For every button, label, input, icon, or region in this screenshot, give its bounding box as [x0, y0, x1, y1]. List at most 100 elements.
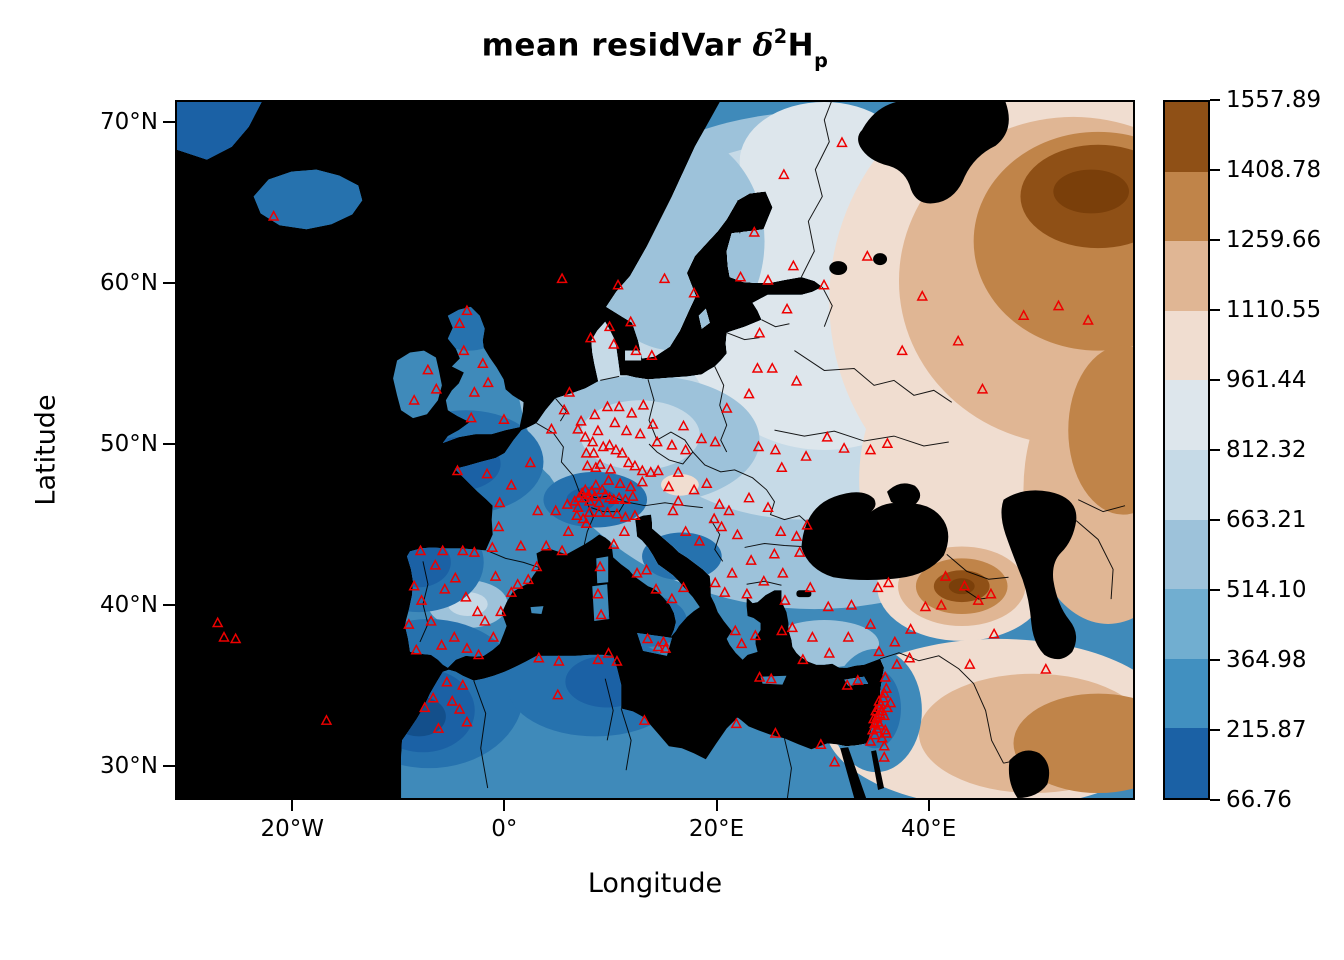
colorbar-bin [1165, 241, 1208, 311]
site-marker [822, 600, 834, 612]
x-axis-label: Longitude [587, 868, 723, 899]
site-marker [603, 438, 616, 450]
lake-onega [873, 253, 888, 266]
site-marker [457, 679, 469, 690]
site-marker [821, 430, 833, 442]
site-marker [693, 534, 706, 546]
colorbar-bin [1165, 310, 1208, 381]
site-marker [608, 338, 620, 349]
site-marker [592, 424, 604, 436]
site-marker [988, 627, 1000, 639]
site-marker [601, 506, 614, 517]
site-marker [672, 466, 684, 477]
site-marker [549, 504, 562, 516]
site-marker [729, 624, 742, 636]
site-marker [592, 587, 604, 599]
site-marker [657, 635, 670, 647]
site-marker [651, 435, 663, 447]
site-marker [618, 525, 631, 537]
x-tick-label: 20°E [688, 816, 745, 842]
site-marker [498, 413, 510, 424]
site-marker [624, 480, 637, 492]
site-marker [597, 440, 609, 452]
colorbar-bin [1165, 449, 1208, 520]
site-marker [734, 270, 747, 282]
colorbar-bin [1165, 589, 1208, 659]
site-marker [688, 483, 700, 495]
site-marker [218, 631, 230, 642]
site-marker [524, 456, 537, 468]
site-marker [881, 437, 894, 449]
site-marker [620, 424, 633, 436]
site-marker [619, 493, 632, 505]
site-marker [595, 608, 607, 620]
site-marker [479, 615, 491, 626]
site-marker [679, 525, 692, 537]
site-marker [630, 344, 642, 356]
site-marker [458, 344, 470, 356]
site-marker [602, 647, 615, 658]
map-svg [177, 102, 1133, 798]
site-marker [579, 430, 592, 442]
site-marker [650, 582, 662, 594]
black-sea [801, 492, 949, 581]
site-marker [864, 735, 877, 746]
site-marker [715, 520, 728, 532]
site-marker [845, 599, 858, 610]
site-marker [652, 464, 664, 476]
x-tick-mark [715, 800, 718, 811]
x-tick-label: 0° [491, 816, 518, 842]
site-marker [871, 711, 883, 722]
site-marker [743, 387, 755, 399]
site-marker [477, 357, 489, 368]
site-marker [611, 655, 623, 666]
site-marker [880, 727, 893, 738]
site-marker [553, 655, 565, 666]
title-subscript: p [814, 49, 829, 73]
site-marker [414, 544, 427, 556]
y-axis-label: Latitude [30, 394, 62, 506]
site-marker [677, 581, 690, 593]
site-marker [735, 637, 748, 649]
site-marker [602, 474, 615, 485]
site-marker [320, 714, 333, 725]
y-tick-label: 60°N [100, 270, 158, 297]
site-marker [985, 587, 997, 599]
y-tick-label: 50°N [100, 431, 158, 458]
site-marker [622, 456, 635, 468]
site-marker [640, 563, 653, 575]
site-marker [590, 478, 602, 490]
colorbar-tick-mark [1210, 449, 1220, 451]
site-marker [211, 616, 224, 628]
site-marker [658, 272, 671, 284]
site-marker [603, 320, 616, 332]
colorbar-tick-mark [1210, 169, 1220, 171]
site-marker [593, 496, 605, 508]
site-marker [487, 631, 500, 642]
site-marker [594, 458, 606, 469]
site-marker [638, 714, 651, 725]
site-marker [800, 450, 812, 461]
site-marker [457, 544, 469, 556]
site-marker [441, 675, 453, 687]
site-marker [806, 631, 819, 642]
site-marker [718, 586, 731, 597]
site-marker [748, 226, 761, 237]
site-marker [939, 570, 952, 581]
site-marker [613, 400, 625, 412]
site-marker [762, 274, 774, 285]
site-marker [645, 466, 657, 477]
colorbar-tick-mark [1210, 239, 1220, 241]
plot-title: mean residVar δ2Hp [175, 25, 1135, 72]
site-marker [422, 363, 434, 375]
site-marker [552, 688, 564, 700]
site-marker [604, 462, 617, 474]
site-marker [787, 259, 800, 271]
colorbar-tick-label: 66.76 [1226, 787, 1292, 813]
site-marker [745, 554, 757, 565]
site-marker [647, 418, 659, 429]
site-marker [793, 546, 806, 557]
site-marker [781, 302, 793, 314]
site-marker [641, 632, 654, 644]
site-marker [616, 446, 628, 458]
